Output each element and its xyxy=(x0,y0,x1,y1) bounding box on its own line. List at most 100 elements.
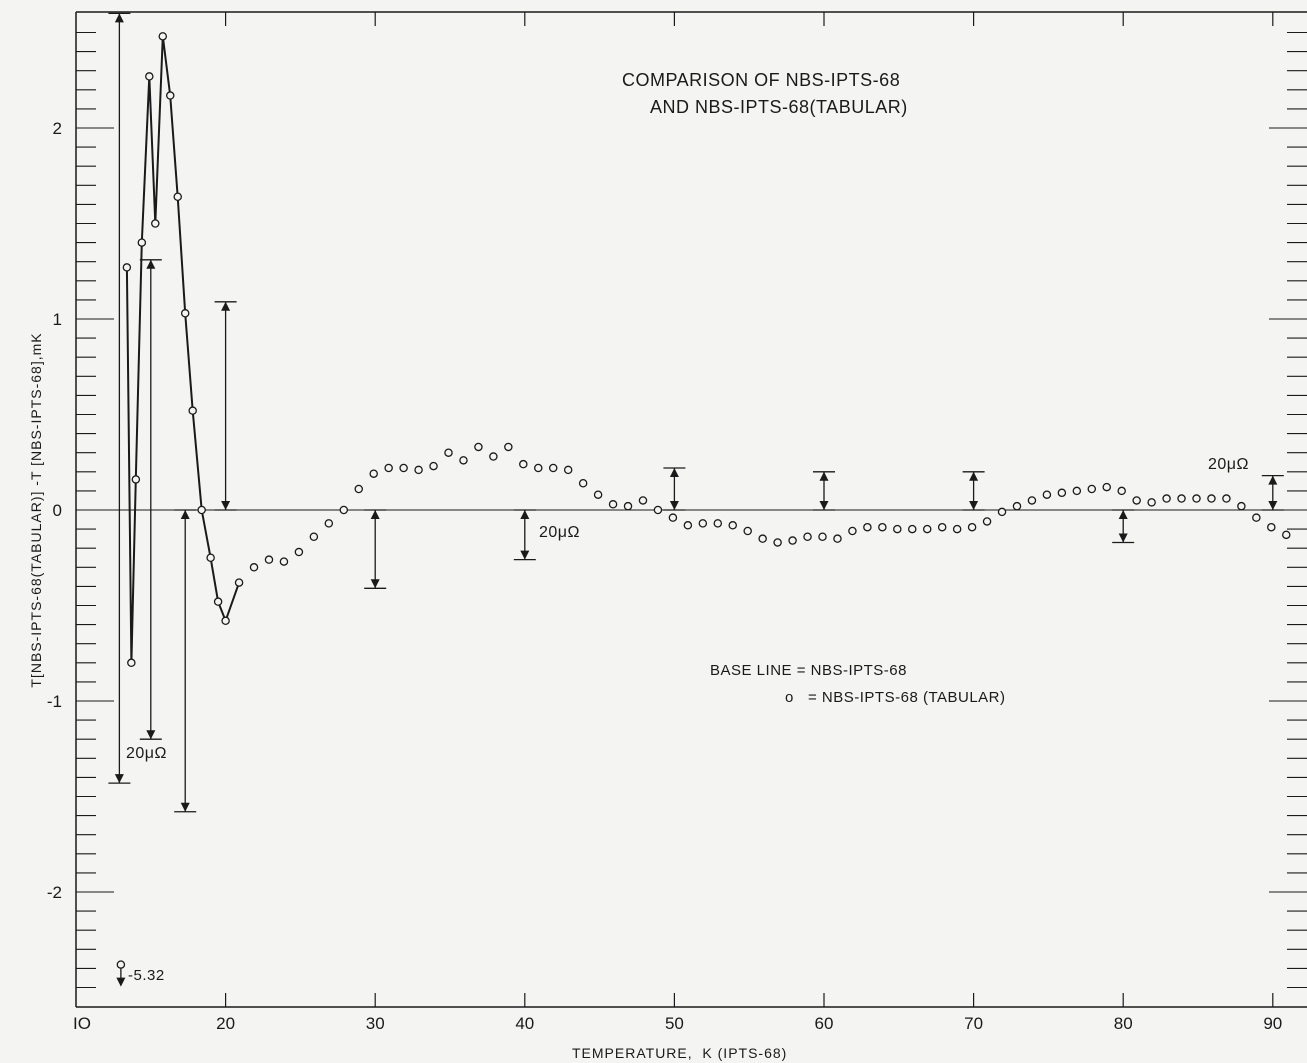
data-point xyxy=(369,469,378,478)
chart-title-line-1: COMPARISON OF NBS-IPTS-68 xyxy=(622,70,901,90)
chart-title-line-2: AND NBS-IPTS-68(TABULAR) xyxy=(650,97,908,117)
error-bar xyxy=(663,467,686,511)
data-point xyxy=(489,452,498,461)
data-point xyxy=(548,463,558,473)
data-point xyxy=(180,309,190,318)
data-point xyxy=(339,505,349,515)
x-tick-label: 70 xyxy=(964,1014,983,1033)
data-point xyxy=(683,521,693,530)
data-point xyxy=(294,547,304,557)
error-bar xyxy=(813,471,835,511)
offscale-value-annotation: -5.32 xyxy=(128,967,165,984)
data-point xyxy=(188,406,197,415)
x-axis-ticks xyxy=(225,12,1274,1007)
data-point xyxy=(145,72,154,81)
data-point xyxy=(158,32,168,41)
arrow-head xyxy=(146,730,156,740)
x-tick-label: 60 xyxy=(815,1014,834,1033)
data-point xyxy=(1057,488,1067,498)
series-points xyxy=(116,32,1291,987)
data-point xyxy=(1267,522,1276,532)
data-point xyxy=(997,507,1007,517)
data-point xyxy=(249,563,259,572)
error-bar xyxy=(364,509,387,589)
data-point xyxy=(982,517,992,526)
data-point xyxy=(713,519,723,528)
y-tick-label: -2 xyxy=(47,883,62,902)
data-point xyxy=(952,524,962,534)
legend-marker-symbol: o xyxy=(785,689,794,706)
y-tick-label: 1 xyxy=(53,310,62,329)
data-point xyxy=(668,513,678,522)
arrow-head xyxy=(221,301,231,311)
data-point xyxy=(758,534,767,543)
data-point xyxy=(818,532,827,541)
arrow-head xyxy=(180,802,190,812)
y-axis-ticks xyxy=(76,31,1307,989)
x-tick-label: 20 xyxy=(216,1014,235,1033)
error-bar xyxy=(513,509,536,561)
connecting-curve xyxy=(125,36,241,663)
data-point xyxy=(638,496,648,505)
data-point xyxy=(384,463,393,473)
y-axis-label: T[NBS-IPTS-68(TABULAR)] -T [NBS-IPTS-68]… xyxy=(28,332,44,688)
data-point xyxy=(743,526,752,536)
x-tick-label: 40 xyxy=(515,1014,534,1033)
data-point xyxy=(1012,501,1022,511)
data-point xyxy=(653,505,663,515)
legend-base-line: BASE LINE = NBS-IPTS-68 xyxy=(710,662,907,679)
data-point xyxy=(863,522,872,532)
data-point xyxy=(429,461,438,471)
data-point xyxy=(937,522,947,532)
x-tick-label: 50 xyxy=(665,1014,684,1033)
data-point xyxy=(833,534,842,543)
data-point xyxy=(122,263,132,272)
data-point xyxy=(414,465,423,475)
error-bar xyxy=(139,259,162,740)
y-tick-label: -1 xyxy=(47,692,62,711)
data-point xyxy=(165,91,175,100)
arrow-head xyxy=(1118,510,1128,519)
arrow-head xyxy=(116,977,126,987)
arrow-head xyxy=(669,501,679,510)
data-point xyxy=(728,521,737,530)
data-point xyxy=(324,519,334,528)
data-point xyxy=(578,479,588,488)
data-point xyxy=(773,538,782,547)
data-point xyxy=(1147,498,1156,507)
arrow-head xyxy=(370,579,380,589)
x-tick-label: 90 xyxy=(1263,1014,1282,1033)
series-curve xyxy=(125,36,241,663)
error-bar-label-90: 20μΩ xyxy=(1208,456,1249,473)
data-point xyxy=(922,524,932,534)
data-point xyxy=(137,238,147,247)
data-point xyxy=(519,459,528,469)
arrow-head xyxy=(114,13,124,23)
data-point xyxy=(151,219,160,228)
arrow-head xyxy=(221,501,231,510)
error-bar xyxy=(962,471,985,511)
data-point xyxy=(878,522,887,532)
arrow-head xyxy=(1118,533,1128,543)
data-point xyxy=(1087,484,1097,494)
data-point xyxy=(399,463,408,473)
x-axis-label: TEMPERATURE, K (IPTS-68) xyxy=(572,1045,788,1061)
data-point xyxy=(698,519,708,528)
data-point xyxy=(279,557,289,566)
data-point xyxy=(309,532,319,541)
data-point xyxy=(803,532,812,541)
legend-marker-text: = NBS-IPTS-68 (TABULAR) xyxy=(808,689,1006,706)
arrow-head xyxy=(370,510,380,519)
error-bar xyxy=(1261,474,1284,511)
arrow-head xyxy=(1268,475,1278,485)
data-point xyxy=(967,522,977,532)
arrow-head xyxy=(180,510,190,519)
arrow-head xyxy=(969,501,979,510)
error-bar xyxy=(1112,509,1135,544)
data-point xyxy=(608,500,618,509)
error-bar xyxy=(214,301,237,511)
error-bar-label-left: 20μΩ xyxy=(126,745,167,762)
data-point xyxy=(1042,490,1052,499)
data-point xyxy=(1237,501,1246,511)
